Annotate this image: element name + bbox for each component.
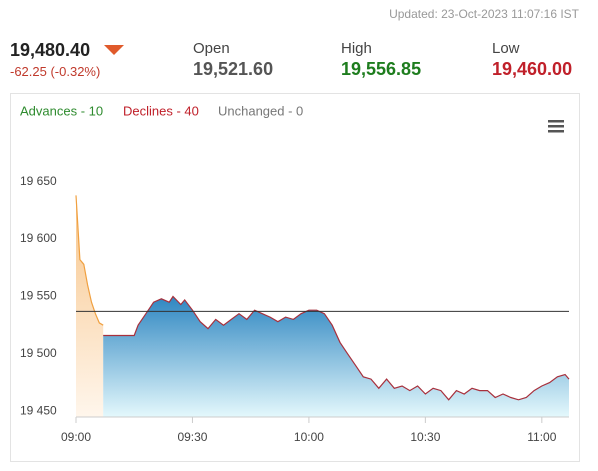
menu-button[interactable] bbox=[546, 118, 566, 134]
x-tick-label: 09:30 bbox=[177, 430, 207, 444]
open-value: 19,521.60 bbox=[193, 59, 274, 79]
unchanged: Unchanged - 0 bbox=[218, 103, 303, 118]
line bbox=[103, 295, 570, 401]
updated-time: Updated: 23-Oct-2023 11:07:16 IST bbox=[389, 7, 579, 21]
high-label: High bbox=[341, 40, 372, 57]
y-tick-label: 19 450 bbox=[20, 403, 57, 417]
last-price: 19,480.40 bbox=[10, 40, 91, 60]
advances: Advances - 10 bbox=[20, 103, 103, 118]
low-value: 19,460.00 bbox=[492, 59, 573, 79]
y-tick-label: 19 550 bbox=[20, 289, 57, 303]
menu-bar[interactable] bbox=[548, 125, 564, 128]
menu-bar[interactable] bbox=[548, 120, 564, 123]
x-tick-label: 09:00 bbox=[61, 430, 91, 444]
x-tick-label: 10:00 bbox=[294, 430, 324, 444]
open-label: Open bbox=[193, 40, 230, 57]
high-value: 19,556.85 bbox=[341, 59, 422, 79]
chart-frame bbox=[10, 93, 580, 462]
declines: Declines - 40 bbox=[123, 103, 199, 118]
y-tick-label: 19 600 bbox=[20, 231, 57, 245]
x-tick-label: 11:00 bbox=[527, 430, 556, 444]
menu-bar[interactable] bbox=[548, 130, 564, 133]
x-tick-label: 10:30 bbox=[410, 430, 440, 444]
area bbox=[76, 195, 104, 417]
line bbox=[75, 195, 104, 326]
area bbox=[103, 296, 569, 417]
price-change: -62.25 (-0.32%) bbox=[10, 64, 101, 79]
y-tick-label: 19 650 bbox=[20, 174, 57, 188]
y-tick-label: 19 500 bbox=[20, 346, 57, 360]
low-label: Low bbox=[492, 40, 520, 57]
